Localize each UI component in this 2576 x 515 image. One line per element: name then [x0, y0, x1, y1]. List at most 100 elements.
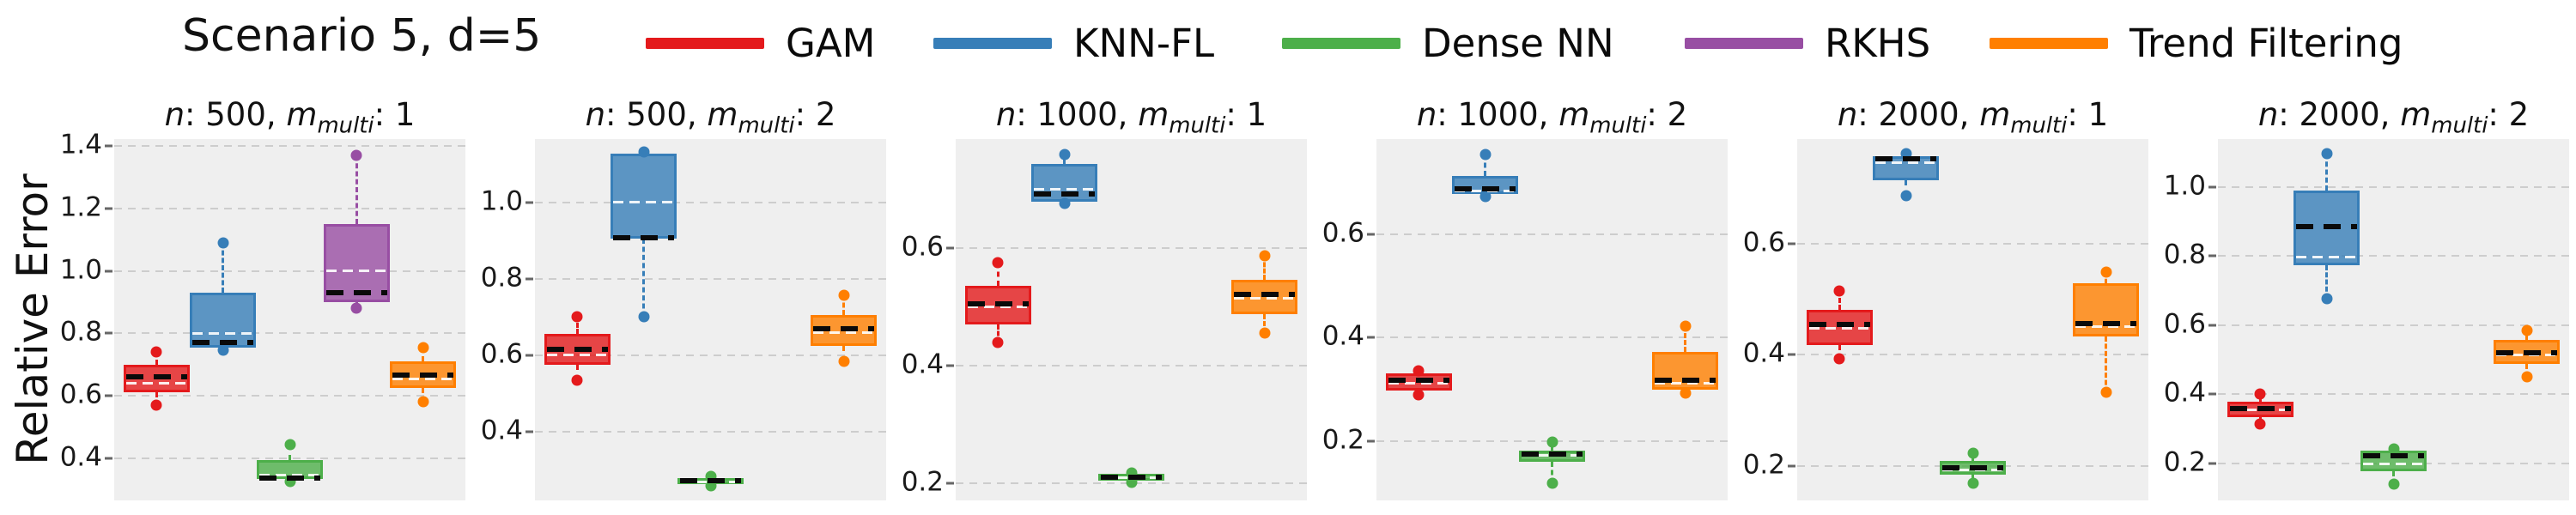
- y-tick-mark: [946, 246, 954, 250]
- box-trend-filtering-whisker-cap-dot: [2100, 266, 2112, 278]
- y-tick-label: 0.2: [901, 466, 944, 498]
- y-tick-mark: [526, 201, 533, 204]
- box-knn-fl: [611, 153, 677, 239]
- box-gam-whisker-cap-dot: [571, 374, 583, 386]
- box-knn-fl-median: [1034, 187, 1096, 191]
- box-dense-nn-whisker-cap-dot: [1967, 447, 1978, 459]
- gridline: [1376, 233, 1728, 235]
- y-tick-label: 1.2: [59, 191, 102, 223]
- legend-label: KNN-FL: [1073, 20, 1215, 66]
- box-trend-filtering-whisker-low: [422, 388, 425, 403]
- box-dense-nn-whisker-cap-dot: [284, 439, 295, 450]
- box-trend-filtering-whisker-cap-dot: [1680, 320, 1692, 332]
- box-gam-whisker-high: [1838, 291, 1841, 311]
- y-tick-mark: [105, 394, 112, 397]
- box-knn-fl-whisker-cap-dot: [638, 311, 650, 323]
- box-knn-fl-whisker-high: [2325, 153, 2329, 191]
- gridline: [535, 354, 886, 356]
- gridline: [956, 246, 1307, 249]
- y-tick-label: 0.6: [59, 379, 102, 410]
- box-gam-mean: [1808, 321, 1870, 327]
- y-tick-mark: [1788, 464, 1795, 468]
- box-trend-filtering-whisker-low: [1263, 314, 1267, 334]
- y-tick-mark: [105, 457, 112, 460]
- box-gam-whisker-cap-dot: [1413, 365, 1425, 377]
- gridline: [1797, 354, 2148, 356]
- y-tick-mark: [946, 482, 954, 485]
- box-knn-fl-mean: [1875, 155, 1937, 161]
- box-knn-fl-whisker-cap-dot: [217, 344, 229, 356]
- box-dense-nn-median: [2363, 463, 2424, 466]
- box-gam-whisker-cap-dot: [1413, 389, 1425, 401]
- y-tick-mark: [105, 331, 112, 335]
- legend-color-patch: [933, 37, 1052, 49]
- gridline: [2218, 393, 2569, 396]
- box-trend-filtering-whisker-cap-dot: [1259, 250, 1271, 262]
- y-tick-mark: [1367, 233, 1375, 236]
- box-dense-nn-mean: [1101, 474, 1162, 480]
- box-gam-median: [967, 305, 1029, 308]
- box-knn-fl-median: [1875, 161, 1937, 165]
- legend-item-gam: GAM: [646, 19, 875, 67]
- y-tick-label: 0.4: [901, 348, 944, 380]
- box-rkhs: [323, 223, 390, 302]
- box-knn-fl-whisker-high: [222, 242, 225, 294]
- box-gam-whisker-cap-dot: [150, 399, 162, 411]
- box-gam-mean: [967, 300, 1029, 306]
- gridline: [114, 395, 465, 397]
- y-tick-mark: [105, 207, 112, 210]
- y-tick-label: 0.4: [59, 441, 102, 473]
- box-trend-filtering-whisker-low: [2525, 364, 2529, 378]
- box-trend-filtering-mean: [392, 373, 454, 379]
- legend-label: RKHS: [1825, 20, 1931, 66]
- box-dense-nn-whisker-high: [289, 444, 291, 460]
- box-knn-fl-mean: [192, 340, 254, 346]
- box-gam-mean: [2229, 405, 2291, 411]
- box-trend-filtering-whisker-cap-dot: [838, 289, 850, 301]
- box-trend-filtering-whisker-cap-dot: [417, 396, 429, 408]
- y-tick-label: 0.4: [2163, 377, 2206, 409]
- box-trend-filtering-whisker-cap-dot: [2521, 324, 2533, 336]
- box-knn-fl-whisker-high: [1484, 154, 1487, 176]
- box-gam-whisker-high: [575, 317, 579, 335]
- legend-label: Trend Filtering: [2129, 20, 2403, 66]
- box-dense-nn-whisker-low: [1551, 461, 1553, 484]
- legend-label: GAM: [786, 20, 876, 66]
- y-tick-label: 0.6: [1321, 217, 1364, 249]
- box-trend-filtering-whisker-high: [1263, 256, 1267, 280]
- gridline: [114, 332, 465, 335]
- box-knn-fl-mean: [1034, 191, 1096, 197]
- y-tick-mark: [2208, 392, 2216, 396]
- box-dense-nn-mean: [680, 477, 741, 483]
- box-trend-filtering-mean: [2496, 350, 2558, 356]
- subplot-title: n: 500, mmulti: 2: [585, 96, 836, 139]
- gridline: [535, 430, 886, 433]
- box-trend-filtering-whisker-cap-dot: [1680, 387, 1692, 399]
- box-trend-filtering-whisker-low: [842, 345, 846, 361]
- gridline: [2218, 255, 2569, 258]
- box-gam-median: [1808, 326, 1870, 330]
- box-gam-whisker-cap-dot: [571, 311, 583, 323]
- y-tick-label: 0.8: [59, 316, 102, 348]
- y-tick-mark: [2208, 462, 2216, 465]
- box-knn-fl-whisker-low: [2325, 264, 2329, 299]
- y-tick-label: 1.0: [59, 254, 102, 286]
- legend-item-knn-fl: KNN-FL: [933, 19, 1214, 67]
- y-tick-label: 0.6: [480, 338, 523, 370]
- y-tick-mark: [526, 354, 533, 357]
- box-trend-filtering-mean: [1234, 292, 1296, 298]
- gridline: [535, 277, 886, 280]
- y-tick-label: 0.2: [2163, 446, 2206, 478]
- box-knn-fl-median: [192, 331, 254, 335]
- box-gam-median: [125, 382, 187, 385]
- box-trend-filtering-whisker-high: [842, 295, 846, 316]
- y-tick-label: 0.6: [2163, 308, 2206, 340]
- box-rkhs-mean: [325, 290, 387, 296]
- y-tick-label: 0.2: [1742, 449, 1785, 481]
- box-gam-median: [546, 354, 608, 357]
- box-trend-filtering-median: [813, 330, 875, 334]
- box-knn-fl-mean: [1455, 185, 1516, 191]
- box-rkhs-whisker-high: [355, 154, 358, 224]
- y-tick-label: 0.4: [480, 415, 523, 446]
